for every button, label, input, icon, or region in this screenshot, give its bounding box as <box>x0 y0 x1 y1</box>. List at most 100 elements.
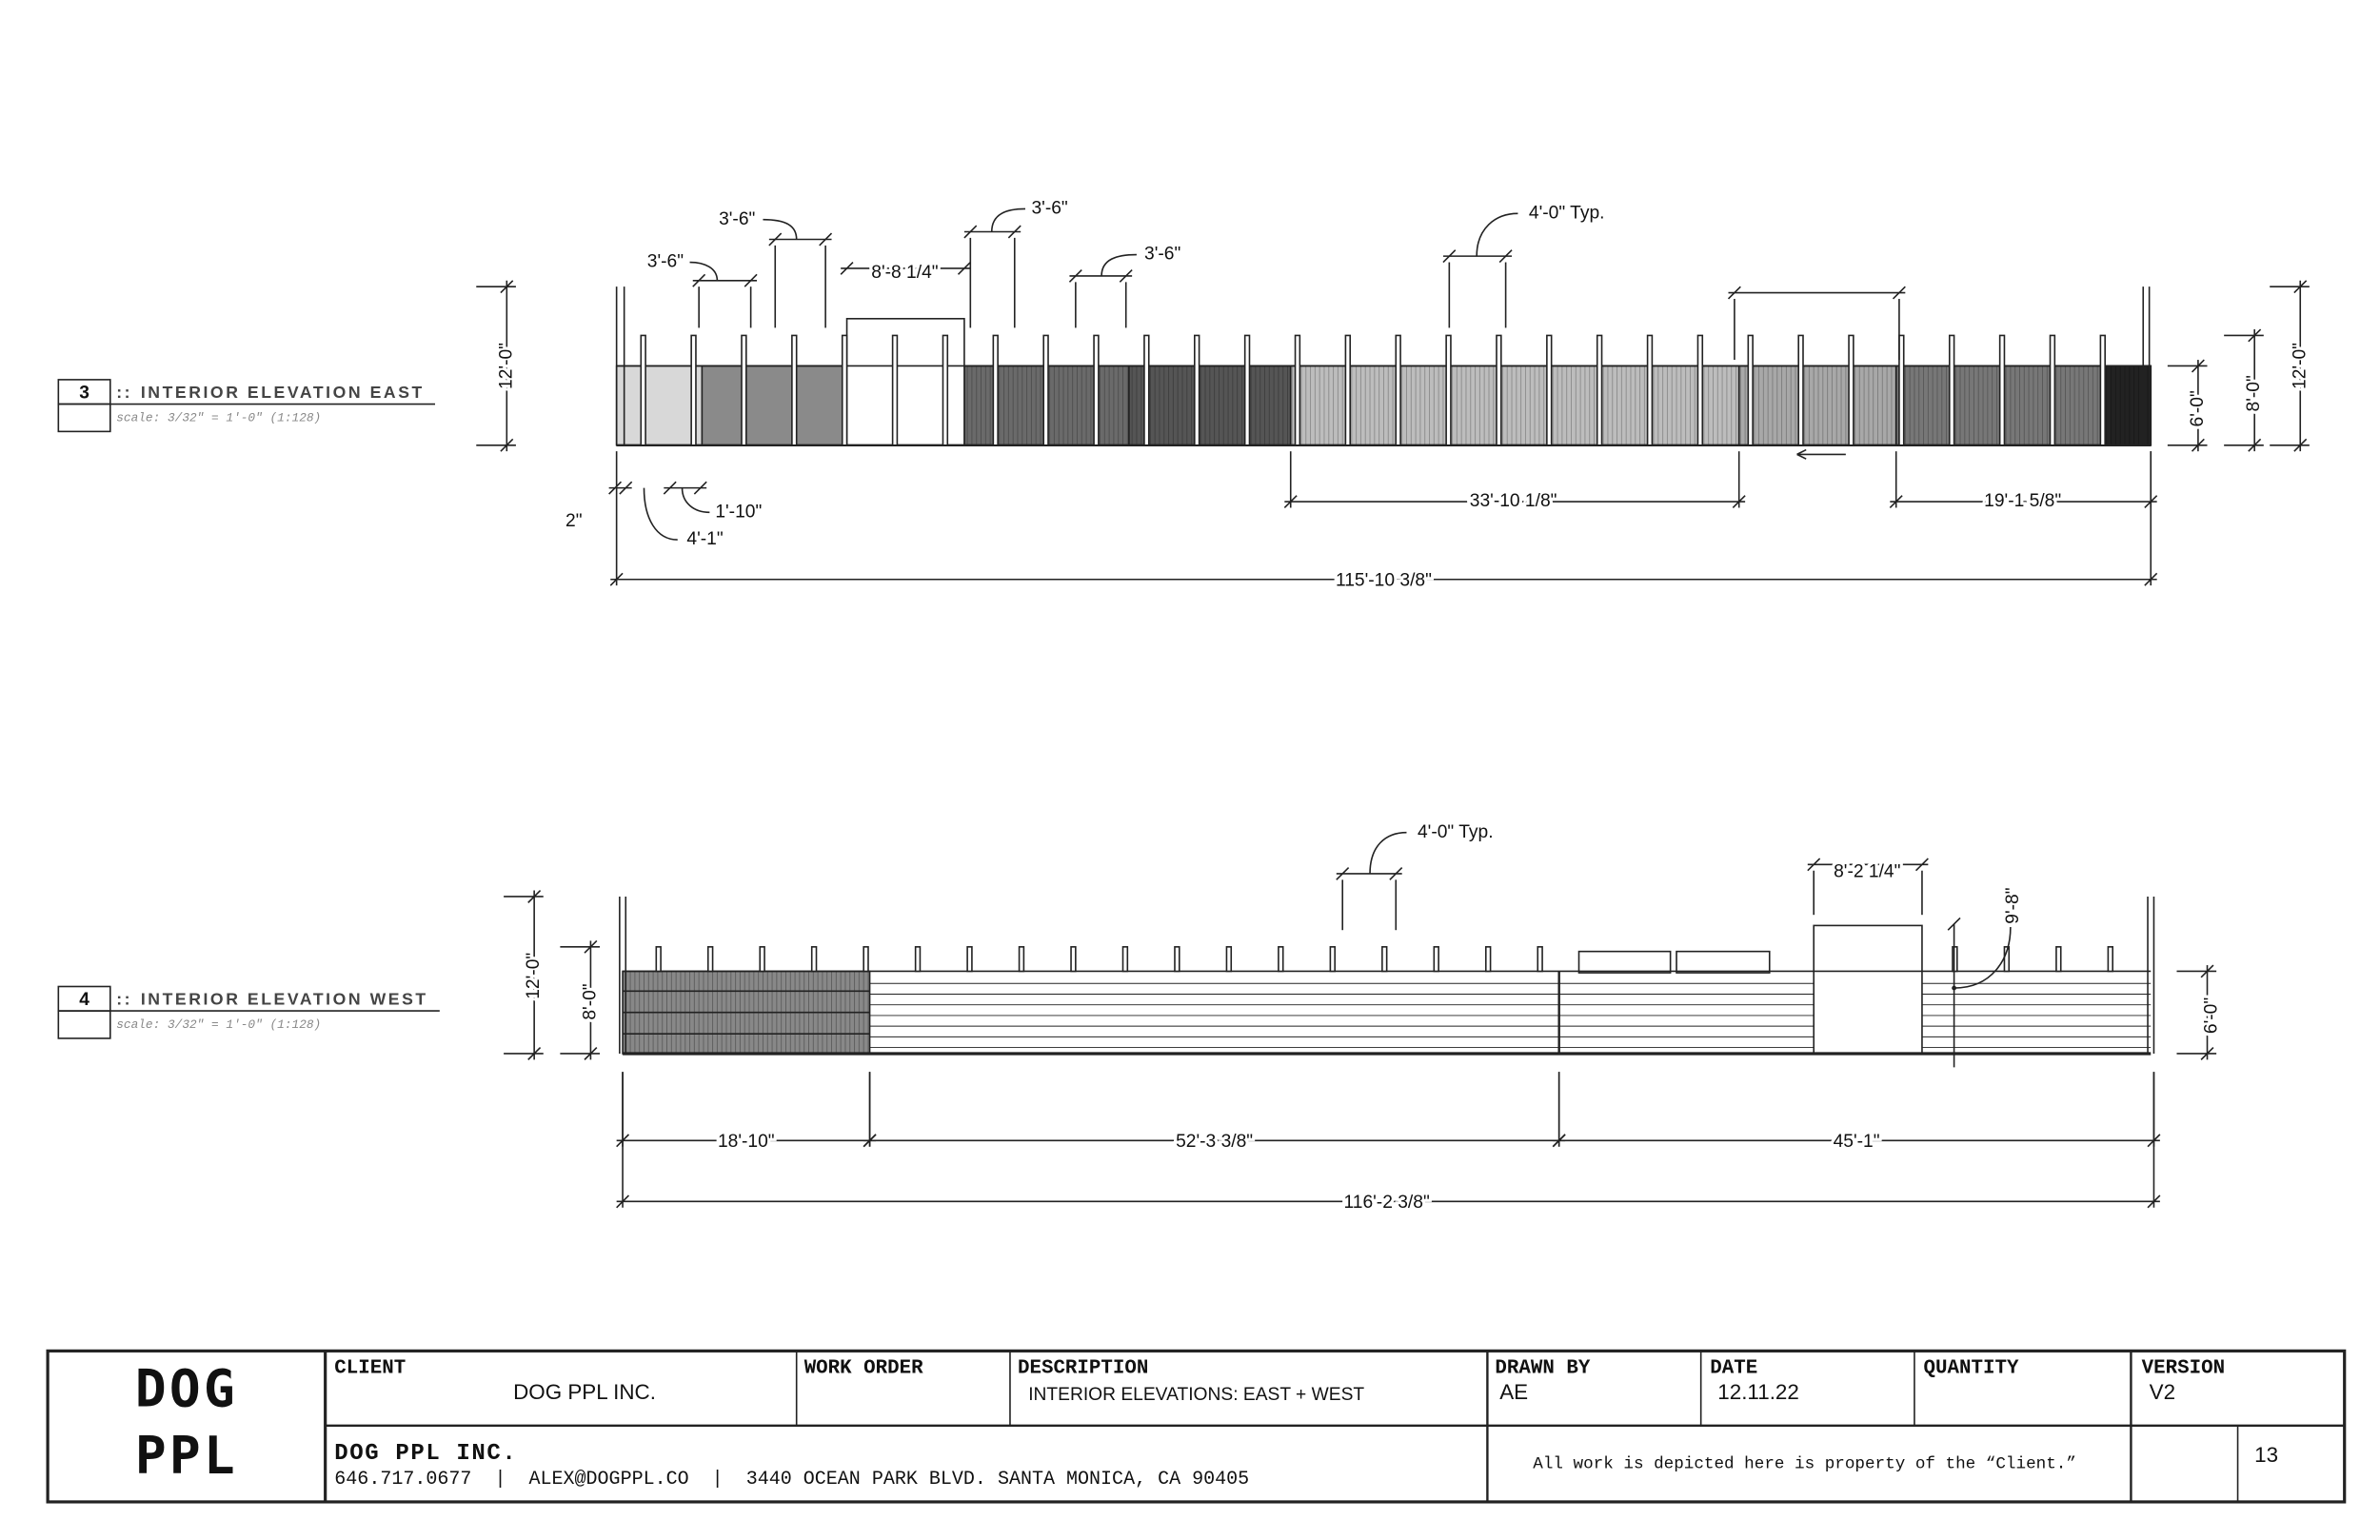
post <box>992 334 999 446</box>
post <box>690 334 697 446</box>
drawing-scale: scale: 3/32" = 1'-0" (1:128) <box>116 410 321 424</box>
post <box>1395 334 1401 446</box>
field-label: DATE <box>1710 1357 1757 1379</box>
dim-tick <box>1119 268 1133 283</box>
post <box>1174 946 1180 973</box>
field-label: QUANTITY <box>1924 1357 2019 1379</box>
post <box>1496 334 1502 446</box>
drawing-scale: scale: 3/32" = 1'-0" (1:128) <box>116 1017 321 1032</box>
dimension: 8'-0" <box>2244 375 2264 411</box>
arrow <box>1796 448 1807 456</box>
post <box>1329 946 1336 973</box>
dimension: 2" <box>565 511 583 531</box>
contact: 646.717.0677 | ALEX@DOGPPL.CO | 3440 OCE… <box>334 1469 1249 1491</box>
description: INTERIOR ELEVATIONS: EAST + WEST <box>1028 1385 1364 1405</box>
box <box>1676 950 1771 974</box>
leader <box>681 487 710 514</box>
field-label: WORK ORDER <box>804 1357 923 1379</box>
post <box>891 334 899 446</box>
post <box>1093 334 1100 446</box>
dim-tick <box>693 481 707 495</box>
panel-dark <box>701 365 848 446</box>
post <box>1018 946 1025 973</box>
door <box>1813 924 1923 1055</box>
logo: DOG <box>135 1358 238 1419</box>
dim-tick <box>1068 268 1082 283</box>
post <box>1070 946 1077 973</box>
leader <box>1369 831 1407 874</box>
logo: PPL <box>135 1425 238 1486</box>
post <box>1143 334 1150 446</box>
dim-tick <box>840 261 854 275</box>
post <box>942 334 949 446</box>
dim-tick <box>692 273 706 287</box>
company: DOG PPL INC. <box>334 1441 517 1467</box>
leader <box>689 261 719 281</box>
dim-tick <box>957 261 971 275</box>
field-label: CLIENT <box>334 1357 406 1379</box>
dimension: 12'-0" <box>496 343 516 389</box>
dimension: 12'-0" <box>2290 343 2310 389</box>
dim-tick <box>1807 858 1821 872</box>
dimension: 1'-10" <box>715 502 762 522</box>
client: DOG PPL INC. <box>513 1380 656 1404</box>
post <box>1747 334 1754 446</box>
dimension: 3'-6" <box>719 209 755 229</box>
dimension: 18'-10" <box>718 1132 775 1152</box>
box <box>1577 950 1672 974</box>
dim-tick <box>1947 917 1961 931</box>
post <box>1484 946 1492 973</box>
dim-tick <box>619 481 633 495</box>
dim-tick <box>1442 249 1457 264</box>
dim-tick <box>1727 286 1741 300</box>
arrow <box>1796 453 1807 460</box>
leader <box>1476 212 1518 257</box>
post <box>791 334 798 446</box>
field-label: DESCRIPTION <box>1018 1357 1148 1379</box>
dimension: 19'-1 5/8" <box>1984 491 2061 511</box>
post <box>759 946 765 973</box>
post <box>1294 334 1301 446</box>
label-box <box>57 403 111 433</box>
post <box>1948 334 1955 446</box>
post <box>655 946 662 973</box>
dimension: 8'-0" <box>580 983 600 1019</box>
dim-tick <box>1389 866 1403 880</box>
post <box>966 946 973 973</box>
dim-tick <box>1892 286 1906 300</box>
post <box>914 946 922 973</box>
dim-tick <box>1914 858 1929 872</box>
post <box>2107 946 2113 973</box>
field-label: DRAWN BY <box>1495 1357 1590 1379</box>
dim-tick <box>1336 866 1350 880</box>
dimension: 8'-2 1/4" <box>1834 861 1900 881</box>
post <box>1381 946 1388 973</box>
leader <box>643 487 678 541</box>
post <box>1546 334 1553 446</box>
post <box>863 946 869 973</box>
post <box>1797 334 1804 446</box>
dimension: 12'-0" <box>524 953 544 999</box>
note: All work is depicted here is property of… <box>1533 1455 2076 1474</box>
dim-tick <box>744 273 758 287</box>
post <box>2049 334 2056 446</box>
dimension: 4'-1" <box>686 529 723 549</box>
post <box>841 334 848 446</box>
field-label: VERSION <box>2142 1357 2225 1379</box>
dim-tick <box>608 481 623 495</box>
leader <box>763 218 798 240</box>
dimension: 6'-0" <box>2188 390 2208 426</box>
dimension: 8'-8 1/4" <box>871 263 938 283</box>
dimension: 4'-0" Typ. <box>1529 203 1605 223</box>
post <box>1537 946 1543 973</box>
post <box>1998 334 2006 446</box>
dimension: 3'-6" <box>1031 199 1067 219</box>
label-east: 3 :: INTERIOR ELEVATION EAST scale: 3/32… <box>57 379 436 433</box>
post <box>1596 334 1603 446</box>
dimension: 6'-0" <box>2201 997 2221 1034</box>
post <box>2055 946 2062 973</box>
post <box>1646 334 1654 446</box>
post <box>1344 334 1352 446</box>
drawing-title: INTERIOR ELEVATION WEST <box>141 990 428 1009</box>
